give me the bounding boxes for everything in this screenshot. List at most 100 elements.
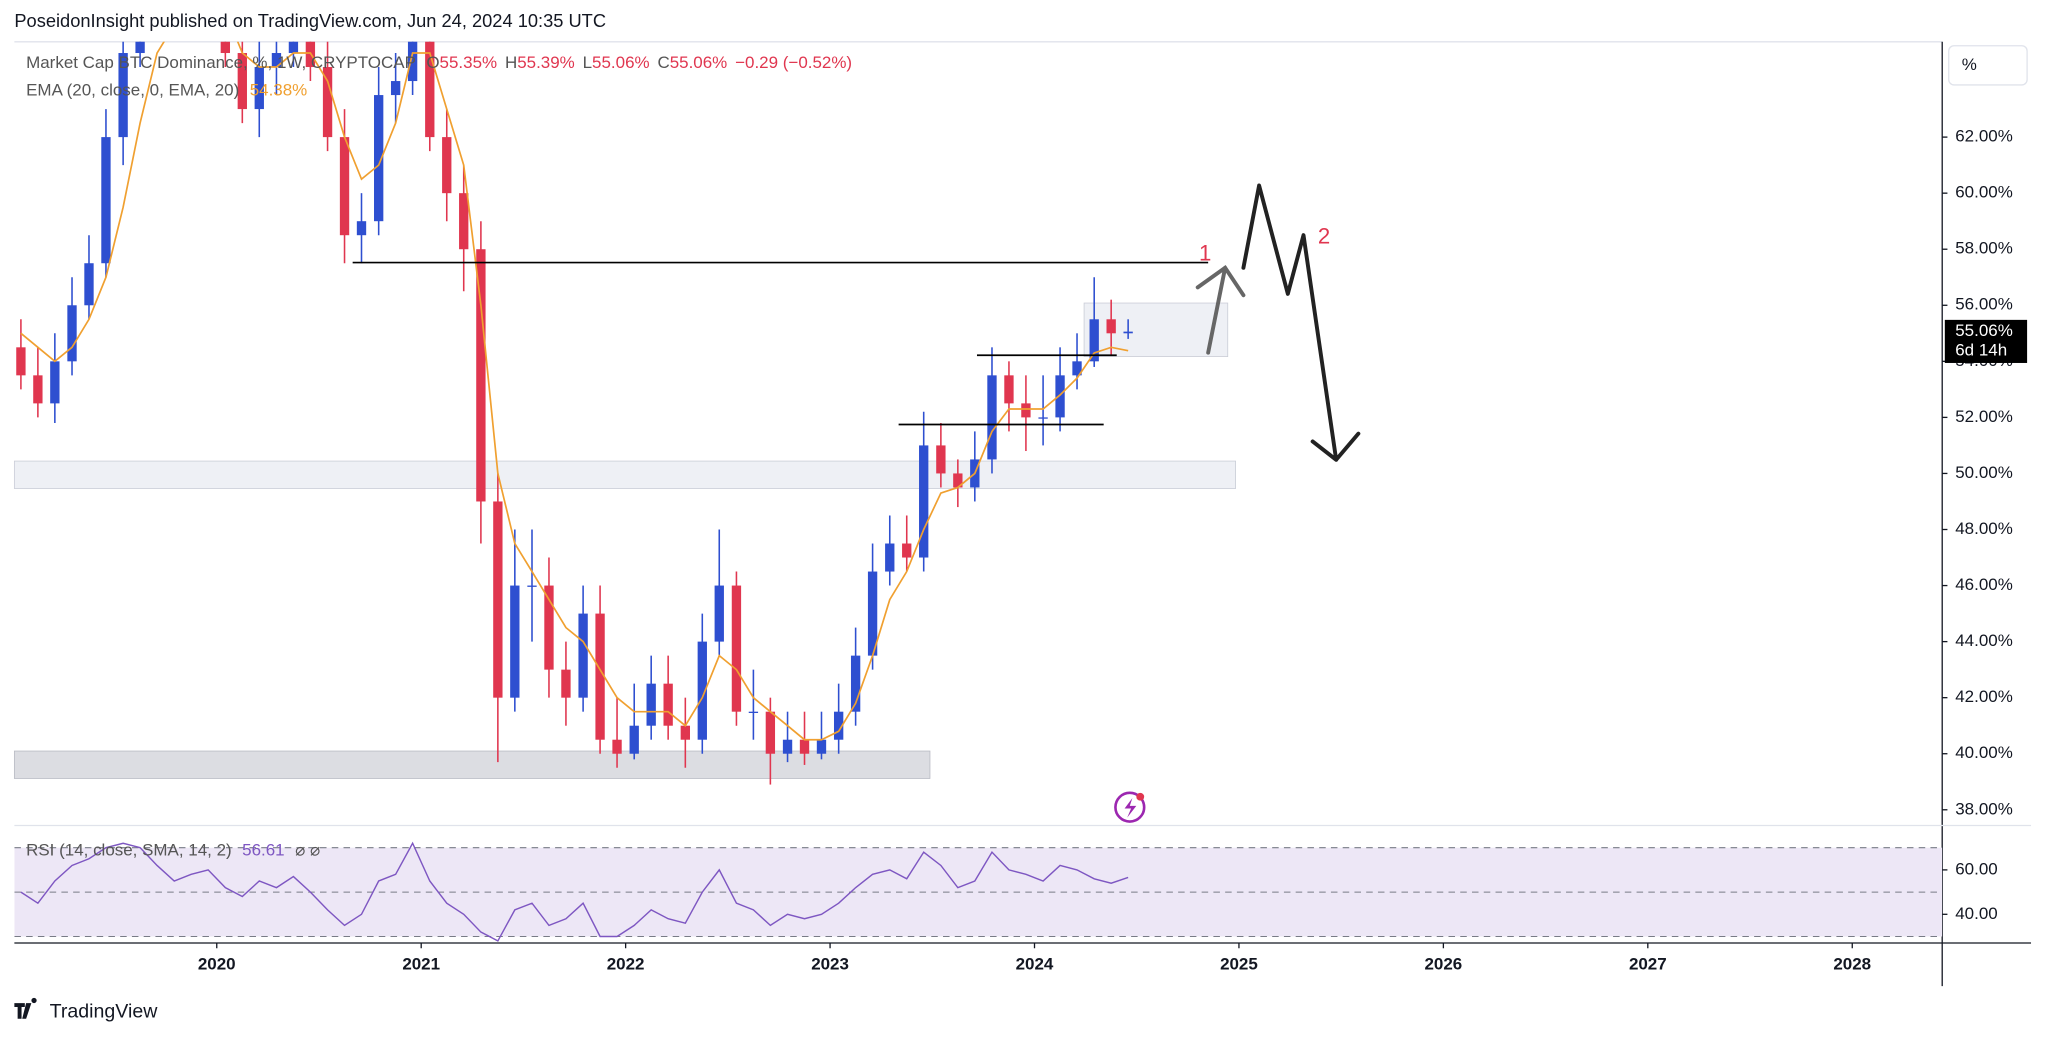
event-dot [1136,792,1145,801]
rsi-extra: ⌀ ⌀ [295,841,320,860]
ema-name: EMA (20, close, 0, EMA, 20) [26,81,239,100]
drawings-top: 1 2 [352,183,1361,823]
candle-body [697,641,707,740]
rsi-line [20,841,1129,942]
label-2: 2 [1318,224,1330,249]
rsi-pane [14,841,1943,942]
zone [13,750,931,779]
rsi-tick-label: 60.00 [1955,859,1997,878]
candle-body [714,585,724,642]
ohlc-value: 55.06% [670,53,728,72]
y-tick-label: 38.00% [1955,799,2013,818]
candle-body [1004,375,1014,404]
ema-line [20,41,1129,741]
candle-body [220,41,231,54]
x-tick-label: 2020 [198,955,236,974]
change: −0.29 (−0.52%) [735,53,852,72]
y-tick-label: 56.00% [1955,295,2013,314]
candle-body [50,361,60,404]
candle-body [1123,331,1133,334]
candle-body [510,585,520,698]
candle-body [374,95,384,222]
x-tick-label: 2027 [1629,955,1667,974]
candle-body [135,41,145,54]
y-tick-label: 60.00% [1955,183,2013,202]
y-tick-label: 52.00% [1955,407,2013,426]
brand-logo [14,997,37,1019]
candle-body [1038,417,1048,419]
rsi-name: RSI (14, close, SMA, 14, 2) [26,841,232,860]
candle-body [612,739,622,754]
candle-body [101,137,111,264]
candle-body [1089,319,1099,362]
candle-body [782,739,793,754]
ema-value: 54.38% [250,81,308,100]
candle-body [254,67,264,110]
ohlc-value: 55.35% [440,53,498,72]
x-tick-label: 2028 [1833,955,1871,974]
drawings [13,302,1236,779]
candle-body [84,263,94,306]
rsi-value: 56.61 [242,841,284,860]
candle-body [1106,319,1116,334]
candle-body [322,67,333,138]
countdown-label: 6d 14h [1955,341,2007,360]
ohlc-value: 55.39% [517,53,575,72]
candle-body [885,543,895,572]
candle-body [595,613,605,740]
x-tick-label: 2026 [1425,955,1463,974]
candle-body [1055,375,1065,418]
y-tick-label: 62.00% [1955,127,2013,146]
candle-body [578,613,588,698]
ohlc-label: O [426,53,439,72]
candle-body [765,711,776,754]
y-tick-label: 40.00% [1955,743,2013,762]
legend-main: Market Cap BTC Dominance, %, 1W, CRYPTOC… [26,53,852,72]
candle-body [67,305,77,362]
price-tag-label: 55.06% [1955,321,2013,340]
x-tick-label: 2024 [1016,955,1054,974]
candle-body [339,137,350,236]
event-icon-bolt [1124,798,1137,818]
ohlc-label: C [657,53,669,72]
candle-body [833,711,844,740]
candle-body [646,683,656,726]
candle-body [33,375,43,404]
legend-rsi: RSI (14, close, SMA, 14, 2) 56.61 ⌀ ⌀ [26,841,320,860]
rsi-tick-label: 40.00 [1955,904,1997,923]
candle-body [442,137,452,194]
candle-body [748,711,759,713]
candle-body [867,571,878,656]
candle-body [493,501,503,698]
candle-body [237,53,247,110]
candle-body [1072,361,1082,376]
candle-body [356,221,367,236]
candle-body [527,585,537,587]
byline: PoseidonInsight published on TradingView… [14,10,606,31]
candle-body [663,683,673,726]
candle-body [902,543,912,558]
x-tick-label: 2025 [1220,955,1258,974]
zone [13,460,1236,489]
ohlc-label: L [583,53,592,72]
candle-body [680,725,690,740]
candle-body [799,739,810,754]
candle-body [1021,403,1031,418]
candle-body [459,193,469,250]
y-tick-label: 58.00% [1955,239,2013,258]
candle-body [987,375,997,460]
price-tag [1944,319,2028,363]
candle-body [953,473,963,488]
y-tick-label: 44.00% [1955,631,2013,650]
scale-unit[interactable]: % [1962,55,1977,74]
arrow-path [1241,183,1361,462]
candle-body [425,41,435,138]
candle-body [561,669,571,698]
arrow-up [1195,264,1246,355]
candle-body [407,41,418,82]
scale-mode-button[interactable] [1948,45,2028,86]
x-tick-label: 2023 [811,955,849,974]
x-tick-label: 2022 [607,955,645,974]
candle-body [118,53,128,138]
